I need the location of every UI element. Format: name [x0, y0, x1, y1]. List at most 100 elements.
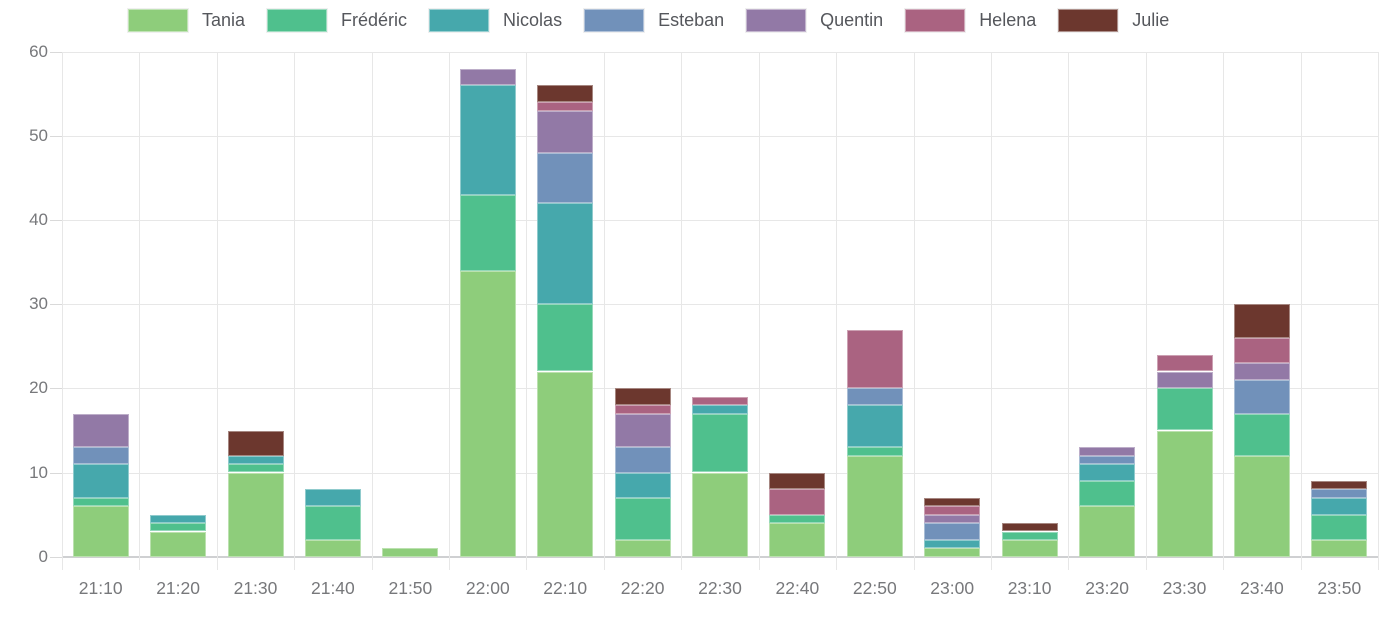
- bar-segment-2230-tania[interactable]: [692, 472, 748, 557]
- bar-segment-2240-tania[interactable]: [769, 523, 826, 557]
- x-axis-label: 22:30: [698, 578, 742, 598]
- bar-segment-2220-quentin[interactable]: [614, 413, 671, 448]
- bar-segment-2340-julie[interactable]: [1233, 304, 1290, 338]
- bar-segment-2250-esteban[interactable]: [846, 388, 903, 406]
- bar-segment-2300-quentin[interactable]: [924, 514, 981, 523]
- bar-segment-2340-quentin[interactable]: [1233, 363, 1290, 380]
- bar-segment-2210-tania[interactable]: [537, 371, 594, 557]
- x-axis-label: 23:10: [1007, 578, 1052, 598]
- legend-item-0[interactable]: Tania: [127, 8, 245, 33]
- bar-segment-2110-esteban[interactable]: [72, 447, 129, 465]
- x-axis-label: 21:50: [388, 578, 433, 598]
- bar-segment-2250-frédéric[interactable]: [846, 447, 903, 456]
- bar-segment-2330-helena[interactable]: [1156, 354, 1213, 372]
- bar-segment-2350-frédéric[interactable]: [1311, 514, 1368, 540]
- bar-segment-2350-julie[interactable]: [1311, 481, 1368, 490]
- bar-segment-2130-tania[interactable]: [227, 472, 284, 557]
- v-gridline: [1378, 51, 1379, 570]
- bar-segment-2240-helena[interactable]: [769, 489, 826, 515]
- bar-segment-2210-nicolas[interactable]: [537, 203, 594, 305]
- bar-segment-2210-frédéric[interactable]: [537, 304, 594, 372]
- bar-segment-2350-nicolas[interactable]: [1311, 497, 1368, 515]
- bar-segment-2220-julie[interactable]: [614, 388, 671, 406]
- bar-segment-2120-tania[interactable]: [150, 531, 207, 557]
- bar-segment-2320-frédéric[interactable]: [1079, 481, 1136, 507]
- bar-segment-2110-tania[interactable]: [72, 506, 129, 557]
- bar-segment-2200-nicolas[interactable]: [459, 85, 516, 195]
- bar-segment-2330-tania[interactable]: [1156, 430, 1213, 557]
- bar-segment-2300-nicolas[interactable]: [924, 539, 981, 549]
- bar-segment-2120-nicolas[interactable]: [150, 514, 207, 523]
- bar-segment-2210-esteban[interactable]: [537, 152, 594, 204]
- bar-segment-2320-tania[interactable]: [1079, 506, 1136, 557]
- bar-segment-2300-esteban[interactable]: [924, 523, 981, 540]
- bar-segment-2240-julie[interactable]: [769, 472, 826, 490]
- bar-segment-2330-quentin[interactable]: [1156, 371, 1213, 389]
- bar-segment-2130-frédéric[interactable]: [227, 464, 284, 473]
- bar-segment-2120-frédéric[interactable]: [150, 523, 207, 532]
- bar-segment-2220-esteban[interactable]: [614, 447, 671, 473]
- bar-segment-2350-tania[interactable]: [1311, 539, 1368, 557]
- y-tick-mark: [50, 388, 62, 390]
- bar-segment-2140-tania[interactable]: [304, 539, 361, 557]
- x-axis-label: 22:20: [620, 578, 665, 598]
- y-tick-mark: [50, 556, 62, 558]
- bar-segment-2210-quentin[interactable]: [537, 110, 594, 153]
- bar-segment-2320-quentin[interactable]: [1079, 447, 1136, 456]
- v-gridline: [1068, 51, 1070, 570]
- bar-segment-2140-nicolas[interactable]: [304, 489, 361, 507]
- v-gridline: [371, 51, 373, 570]
- legend-item-4[interactable]: Quentin: [745, 8, 883, 33]
- x-axis-label: 22:00: [465, 578, 510, 598]
- bar-segment-2340-tania[interactable]: [1233, 455, 1290, 557]
- bar-segment-2110-frédéric[interactable]: [72, 497, 129, 507]
- bar-segment-2230-helena[interactable]: [692, 396, 748, 406]
- bar-segment-2300-tania[interactable]: [924, 548, 981, 557]
- bar-segment-2150-tania[interactable]: [382, 548, 439, 557]
- legend-item-1[interactable]: Frédéric: [266, 8, 407, 33]
- bar-segment-2230-nicolas[interactable]: [692, 405, 748, 414]
- v-gridline: [216, 51, 218, 570]
- bar-segment-2110-nicolas[interactable]: [72, 464, 129, 498]
- bar-segment-2340-esteban[interactable]: [1233, 380, 1290, 414]
- bar-segment-2200-quentin[interactable]: [459, 68, 516, 86]
- bar-segment-2250-nicolas[interactable]: [846, 405, 903, 448]
- legend-swatch-icon: [428, 8, 491, 33]
- bar-segment-2220-helena[interactable]: [614, 405, 671, 414]
- bar-segment-2200-tania[interactable]: [459, 270, 516, 557]
- bar-segment-2210-julie[interactable]: [537, 85, 594, 103]
- bar-segment-2300-julie[interactable]: [924, 497, 981, 507]
- bar-segment-2250-helena[interactable]: [846, 329, 903, 389]
- bar-segment-2300-helena[interactable]: [924, 506, 981, 515]
- bar-segment-2230-frédéric[interactable]: [692, 413, 748, 473]
- legend-item-5[interactable]: Helena: [904, 8, 1037, 33]
- v-gridline: [913, 51, 915, 570]
- bar-segment-2350-esteban[interactable]: [1311, 489, 1368, 498]
- y-axis-label: 10: [29, 462, 48, 482]
- bar-segment-2330-frédéric[interactable]: [1156, 388, 1213, 431]
- legend-label: Helena: [979, 10, 1037, 30]
- bar-segment-2340-helena[interactable]: [1233, 337, 1290, 364]
- bar-segment-2220-nicolas[interactable]: [614, 472, 671, 498]
- legend-item-6[interactable]: Julie: [1057, 8, 1169, 33]
- bar-segment-2220-tania[interactable]: [614, 539, 671, 557]
- bar-segment-2200-frédéric[interactable]: [459, 194, 516, 271]
- bar-segment-2340-frédéric[interactable]: [1233, 413, 1290, 456]
- bar-segment-2210-helena[interactable]: [537, 102, 594, 111]
- bar-segment-2320-nicolas[interactable]: [1079, 464, 1136, 481]
- bar-segment-2220-frédéric[interactable]: [614, 497, 671, 540]
- v-gridline: [449, 51, 451, 570]
- bar-segment-2240-frédéric[interactable]: [769, 514, 826, 523]
- bar-segment-2130-julie[interactable]: [227, 430, 284, 456]
- bar-segment-2140-frédéric[interactable]: [304, 506, 361, 540]
- bar-segment-2250-tania[interactable]: [846, 455, 903, 557]
- bar-segment-2110-quentin[interactable]: [72, 413, 129, 448]
- bar-segment-2310-julie[interactable]: [1001, 523, 1058, 532]
- legend-item-2[interactable]: Nicolas: [428, 8, 562, 33]
- y-axis-label: 60: [29, 41, 48, 61]
- bar-segment-2130-nicolas[interactable]: [227, 455, 284, 465]
- bar-segment-2310-frédéric[interactable]: [1001, 531, 1058, 540]
- bar-segment-2310-tania[interactable]: [1001, 539, 1058, 557]
- bar-segment-2320-esteban[interactable]: [1079, 455, 1136, 465]
- legend-item-3[interactable]: Esteban: [583, 8, 724, 33]
